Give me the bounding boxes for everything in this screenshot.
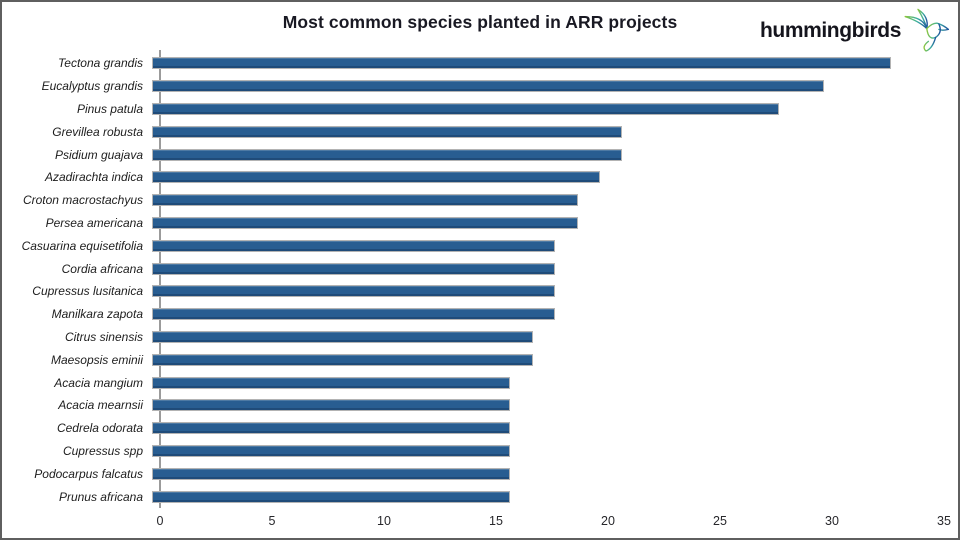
bar-row: Croton macrostachyus xyxy=(2,189,958,212)
bar-track xyxy=(152,462,958,485)
bar xyxy=(152,125,623,138)
bar xyxy=(152,444,511,457)
x-tick-label: 15 xyxy=(489,514,503,528)
bar-row: Pinus patula xyxy=(2,98,958,121)
species-label: Persea americana xyxy=(45,215,143,230)
x-tick-label: 5 xyxy=(268,514,276,528)
brand-name: hummingbirds xyxy=(759,19,901,42)
bar-track xyxy=(152,348,958,371)
bar-track xyxy=(152,485,958,508)
species-label: Psidium guajava xyxy=(54,147,143,162)
bar-track xyxy=(152,394,958,417)
bar xyxy=(152,353,533,366)
brand-logo: hummingbirds xyxy=(760,6,950,56)
bar-track xyxy=(152,120,958,143)
bar-row: Maesopsis eminii xyxy=(2,348,958,371)
bar xyxy=(152,80,824,93)
x-axis: 0 5 10 15 20 25 30 35 xyxy=(2,514,958,534)
bar-row: Tectona grandis xyxy=(2,52,958,75)
bar-track xyxy=(152,189,958,212)
bar xyxy=(152,376,511,389)
x-tick-label: 10 xyxy=(377,514,391,528)
species-label: Azadirachta indica xyxy=(44,170,143,185)
bar xyxy=(152,308,556,321)
bar-track xyxy=(152,257,958,280)
bar-row: Grevillea robusta xyxy=(2,120,958,143)
species-label: Tectona grandis xyxy=(58,56,143,71)
bar-row: Eucalyptus grandis xyxy=(2,75,958,98)
bar-row: Azadirachta indica xyxy=(2,166,958,189)
bar-track xyxy=(152,280,958,303)
species-label: Cupressus spp xyxy=(62,443,143,458)
bar xyxy=(152,422,511,435)
bar-track xyxy=(152,98,958,121)
bar-row: Acacia mangium xyxy=(2,371,958,394)
bar-track xyxy=(152,52,958,75)
bar-row: Psidium guajava xyxy=(2,143,958,166)
species-label: Cedrela odorata xyxy=(56,421,143,436)
bar-track xyxy=(152,234,958,257)
species-label: Pinus patula xyxy=(76,101,143,116)
y-axis-line xyxy=(159,50,161,508)
species-label: Citrus sinensis xyxy=(64,329,143,344)
species-label: Acacia mearnsii xyxy=(58,398,143,413)
bar xyxy=(152,285,556,298)
bar-row: Casuarina equisetifolia xyxy=(2,234,958,257)
bar-track xyxy=(152,326,958,349)
bar-row: Cupressus lusitanica xyxy=(2,280,958,303)
bar-row: Citrus sinensis xyxy=(2,326,958,349)
species-label: Podocarpus falcatus xyxy=(34,466,143,481)
bar xyxy=(152,399,511,412)
bar xyxy=(152,194,578,207)
bar-track xyxy=(152,166,958,189)
hummingbird-icon xyxy=(904,8,950,52)
species-label: Manilkara zapota xyxy=(51,307,143,322)
bar-track xyxy=(152,143,958,166)
bar-track xyxy=(152,75,958,98)
bar xyxy=(152,102,780,115)
bar xyxy=(152,330,533,343)
bar-row: Manilkara zapota xyxy=(2,303,958,326)
x-tick-label: 0 xyxy=(156,514,164,528)
bar xyxy=(152,216,578,229)
species-label: Eucalyptus grandis xyxy=(41,79,143,94)
x-tick-label: 35 xyxy=(937,514,951,528)
bar-row: Cedrela odorata xyxy=(2,417,958,440)
bar-row: Cupressus spp xyxy=(2,440,958,463)
bar-track xyxy=(152,440,958,463)
bar-row: Cordia africana xyxy=(2,257,958,280)
bar-row: Prunus africana xyxy=(2,485,958,508)
bar xyxy=(152,171,600,184)
bar-rows: Tectona grandis Eucalyptus grandis Pinus p… xyxy=(2,52,958,508)
bar-track xyxy=(152,371,958,394)
chart-title: Most common species planted in ARR proje… xyxy=(282,12,678,32)
bar-track xyxy=(152,212,958,235)
bar xyxy=(152,148,623,161)
bar xyxy=(152,57,892,70)
bar xyxy=(152,490,511,503)
bar-row: Persea americana xyxy=(2,212,958,235)
species-label: Cordia africana xyxy=(61,261,143,276)
x-tick-label: 25 xyxy=(713,514,727,528)
species-label: Prunus africana xyxy=(58,489,143,504)
species-label: Casuarina equisetifolia xyxy=(21,238,143,253)
bar xyxy=(152,467,511,480)
bar-track xyxy=(152,417,958,440)
species-label: Grevillea robusta xyxy=(52,124,143,139)
bar xyxy=(152,239,556,252)
species-label: Cupressus lusitanica xyxy=(32,284,143,299)
bar xyxy=(152,262,556,275)
bar-track xyxy=(152,303,958,326)
x-tick-label: 20 xyxy=(601,514,615,528)
species-label: Acacia mangium xyxy=(54,375,143,390)
species-label: Maesopsis eminii xyxy=(50,352,143,367)
bar-row: Podocarpus falcatus xyxy=(2,462,958,485)
x-tick-label: 30 xyxy=(825,514,839,528)
bar-row: Acacia mearnsii xyxy=(2,394,958,417)
species-label: Croton macrostachyus xyxy=(22,193,143,208)
